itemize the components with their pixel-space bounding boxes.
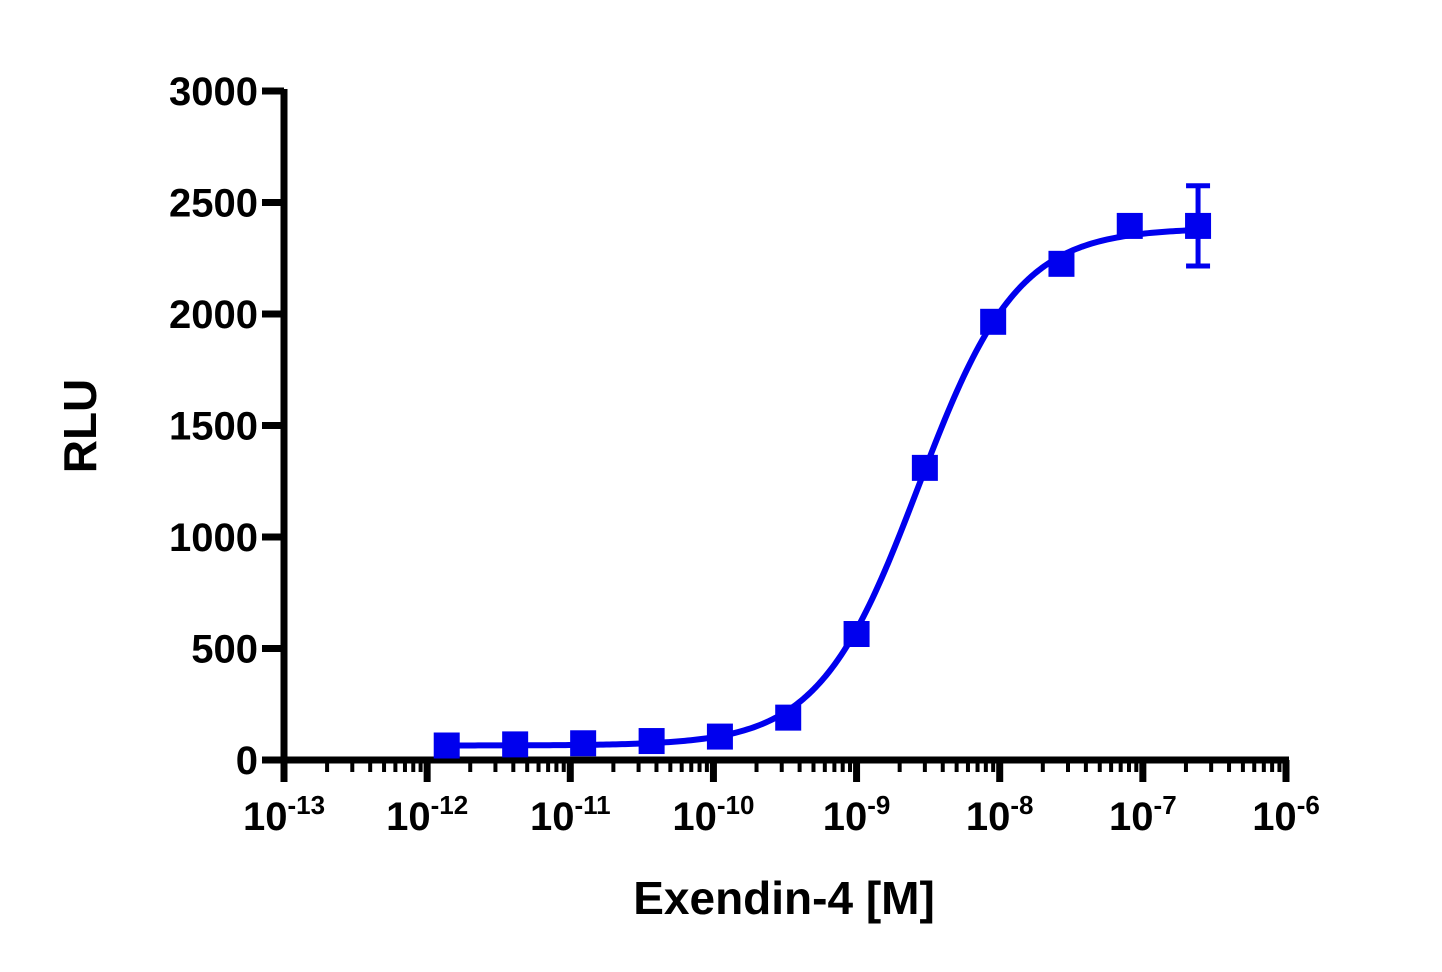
x-tick-label-exponent: -13 [287, 790, 325, 820]
x-tick-label-exponent: -11 [574, 790, 610, 820]
x-tick-label-exponent: -6 [1297, 790, 1320, 820]
x-tick-label-exponent: -12 [431, 790, 469, 820]
data-point [980, 308, 1007, 335]
x-tick-label: 10-11 [530, 790, 611, 839]
x-tick-label: 10-6 [1252, 790, 1320, 839]
x-tick-label-exponent: -9 [867, 790, 890, 820]
data-point [775, 704, 802, 731]
x-tick-label: 10-9 [823, 790, 891, 839]
x-tick-label-base: 10 [823, 795, 868, 839]
x-tick-label-base: 10 [1109, 795, 1154, 839]
data-point [1048, 250, 1075, 277]
y-tick-label: 3000 [169, 70, 258, 114]
data-point [638, 728, 665, 755]
data-point [706, 723, 733, 750]
y-tick-label: 2000 [169, 293, 258, 337]
x-tick-label: 10-8 [966, 790, 1034, 839]
data-point [502, 731, 529, 758]
y-tick-label: 0 [236, 739, 258, 783]
fit-curve [443, 227, 1202, 749]
y-tick-label: 2500 [169, 182, 258, 226]
x-tick-label-exponent: -8 [1010, 790, 1033, 820]
fit-curve-group [443, 227, 1202, 749]
x-tick-label-base: 10 [1252, 795, 1297, 839]
data-point [433, 732, 460, 759]
x-tick-label: 10-13 [243, 790, 325, 839]
x-tick-label-base: 10 [530, 795, 575, 839]
data-point [911, 454, 938, 481]
x-tick-label: 10-12 [386, 790, 468, 839]
x-tick-label-base: 10 [672, 795, 717, 839]
data-point [570, 730, 597, 757]
y-tick-label: 1000 [169, 516, 258, 560]
x-tick-label-exponent: -10 [717, 790, 755, 820]
x-tick-label-base: 10 [386, 795, 431, 839]
data-point [1116, 212, 1143, 239]
data-point [843, 621, 870, 648]
x-tick-label: 10-7 [1109, 790, 1177, 839]
y-tick-label: 1500 [169, 405, 258, 449]
x-axis-title: Exendin-4 [M] [633, 872, 935, 924]
data-points-group [433, 183, 1212, 759]
x-tick-label-exponent: -7 [1154, 790, 1177, 820]
x-tick-label: 10-10 [672, 790, 754, 839]
data-point [1185, 212, 1212, 239]
y-axis-title: RLU [54, 379, 106, 474]
x-tick-label-base: 10 [243, 795, 288, 839]
x-tick-label-base: 10 [966, 795, 1011, 839]
y-tick-label: 500 [191, 628, 258, 672]
